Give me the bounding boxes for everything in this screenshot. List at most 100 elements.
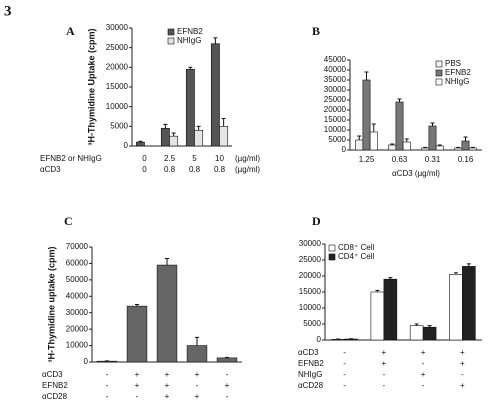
row-value: 5 [192,154,197,163]
y-axis-label: ³H-Thymidine Uptake (cpm) [86,28,96,145]
row-value: 10 [215,154,224,163]
bar [421,147,430,151]
error-bar [171,132,176,137]
bar [428,125,437,151]
y-tick-label: 10000 [66,341,89,350]
bar [402,141,411,151]
y-tick-label: 40000 [66,291,89,300]
bar [156,264,178,363]
error-bar [371,123,376,132]
y-tick-label: 25000 [324,95,347,104]
error-bar [135,304,139,307]
y-tick-label: 10000 [324,125,347,134]
legend-swatch [435,69,443,77]
row-label: EFNB2 [42,381,68,390]
row-value: + [165,392,170,401]
bar [383,278,398,341]
error-bar [188,66,193,70]
bar [462,266,476,341]
row-value: - [106,370,109,379]
x-axis-label: αCD3 (µg/ml) [392,169,440,178]
error-bar [470,146,475,148]
y-tick-label: 20000 [106,62,129,71]
error-bar [437,144,442,146]
row-label: αCD3 [40,165,61,174]
error-bar [390,143,395,145]
bar [395,101,404,151]
bar [468,147,477,151]
error-bar [427,325,432,328]
row-value: + [460,381,465,390]
legend-label: NHIgG [177,36,201,45]
y-tick-label: 0 [84,357,89,366]
error-bar [423,146,428,148]
y-tick-label: 5000 [303,319,321,328]
row-value: + [382,348,387,357]
x-tick-label: 1.25 [359,155,375,164]
bar [369,131,378,151]
error-bar [138,140,143,143]
row-value: + [382,359,387,368]
panel-title: D [312,214,321,228]
y-tick-label: 35000 [324,75,347,84]
y-tick-label: 50000 [66,275,89,284]
error-bar [397,98,402,102]
bar [355,139,364,151]
row-value: - [226,370,229,379]
bar [210,43,220,147]
row-value: 0 [142,165,147,174]
y-tick-label: 30000 [299,239,322,248]
row-value: - [461,370,464,379]
error-bar [375,289,380,292]
legend-label: CD4⁺ Cell [338,252,374,261]
bar [435,145,444,151]
row-value: + [195,370,200,379]
y-tick-label: 30000 [324,85,347,94]
row-label: NHIgG [298,370,322,379]
error-bar [453,272,458,275]
error-bar [430,122,435,126]
legend-label: PBS [445,59,461,68]
row-unit: (µg/ml) [235,154,260,163]
row-label: αCD3 [298,348,319,357]
row-value: 0 [142,154,147,163]
bar [194,129,204,147]
row-value: - [383,381,386,390]
error-bar [163,123,168,129]
row-label: EFNB2 or NHIgG [40,154,102,163]
error-bar [404,138,409,142]
bar [362,79,371,151]
row-value: 2.5 [164,154,176,163]
error-bar [466,263,471,267]
bar [219,126,229,147]
error-bar [414,323,419,326]
row-label: αCD28 [298,381,324,390]
error-bar [195,336,199,346]
y-tick-label: 20000 [66,324,89,333]
y-tick-label: 20000 [324,105,347,114]
bar [449,274,463,341]
y-tick-label: 0 [342,145,347,154]
y-tick-label: 5000 [110,121,128,130]
legend-label: EFNB2 [177,27,203,36]
legend-label: CD8⁺ Cell [338,243,374,252]
row-value: - [383,370,386,379]
row-value: - [343,370,346,379]
y-tick-label: 0 [124,141,129,150]
y-tick-label: 60000 [66,259,89,268]
bar [126,305,148,363]
legend-swatch [435,60,443,68]
bar [160,128,170,147]
row-value: + [165,381,170,390]
y-tick-label: 5000 [328,135,346,144]
x-tick-label: 0.63 [392,155,408,164]
row-value: - [422,381,425,390]
row-value: - [422,359,425,368]
bar [422,326,437,341]
row-label: αCD28 [42,392,68,401]
row-value: + [421,370,426,379]
bar [370,291,385,341]
bar [216,357,238,363]
row-label: EFNB2 [298,359,324,368]
error-bar [165,258,169,266]
